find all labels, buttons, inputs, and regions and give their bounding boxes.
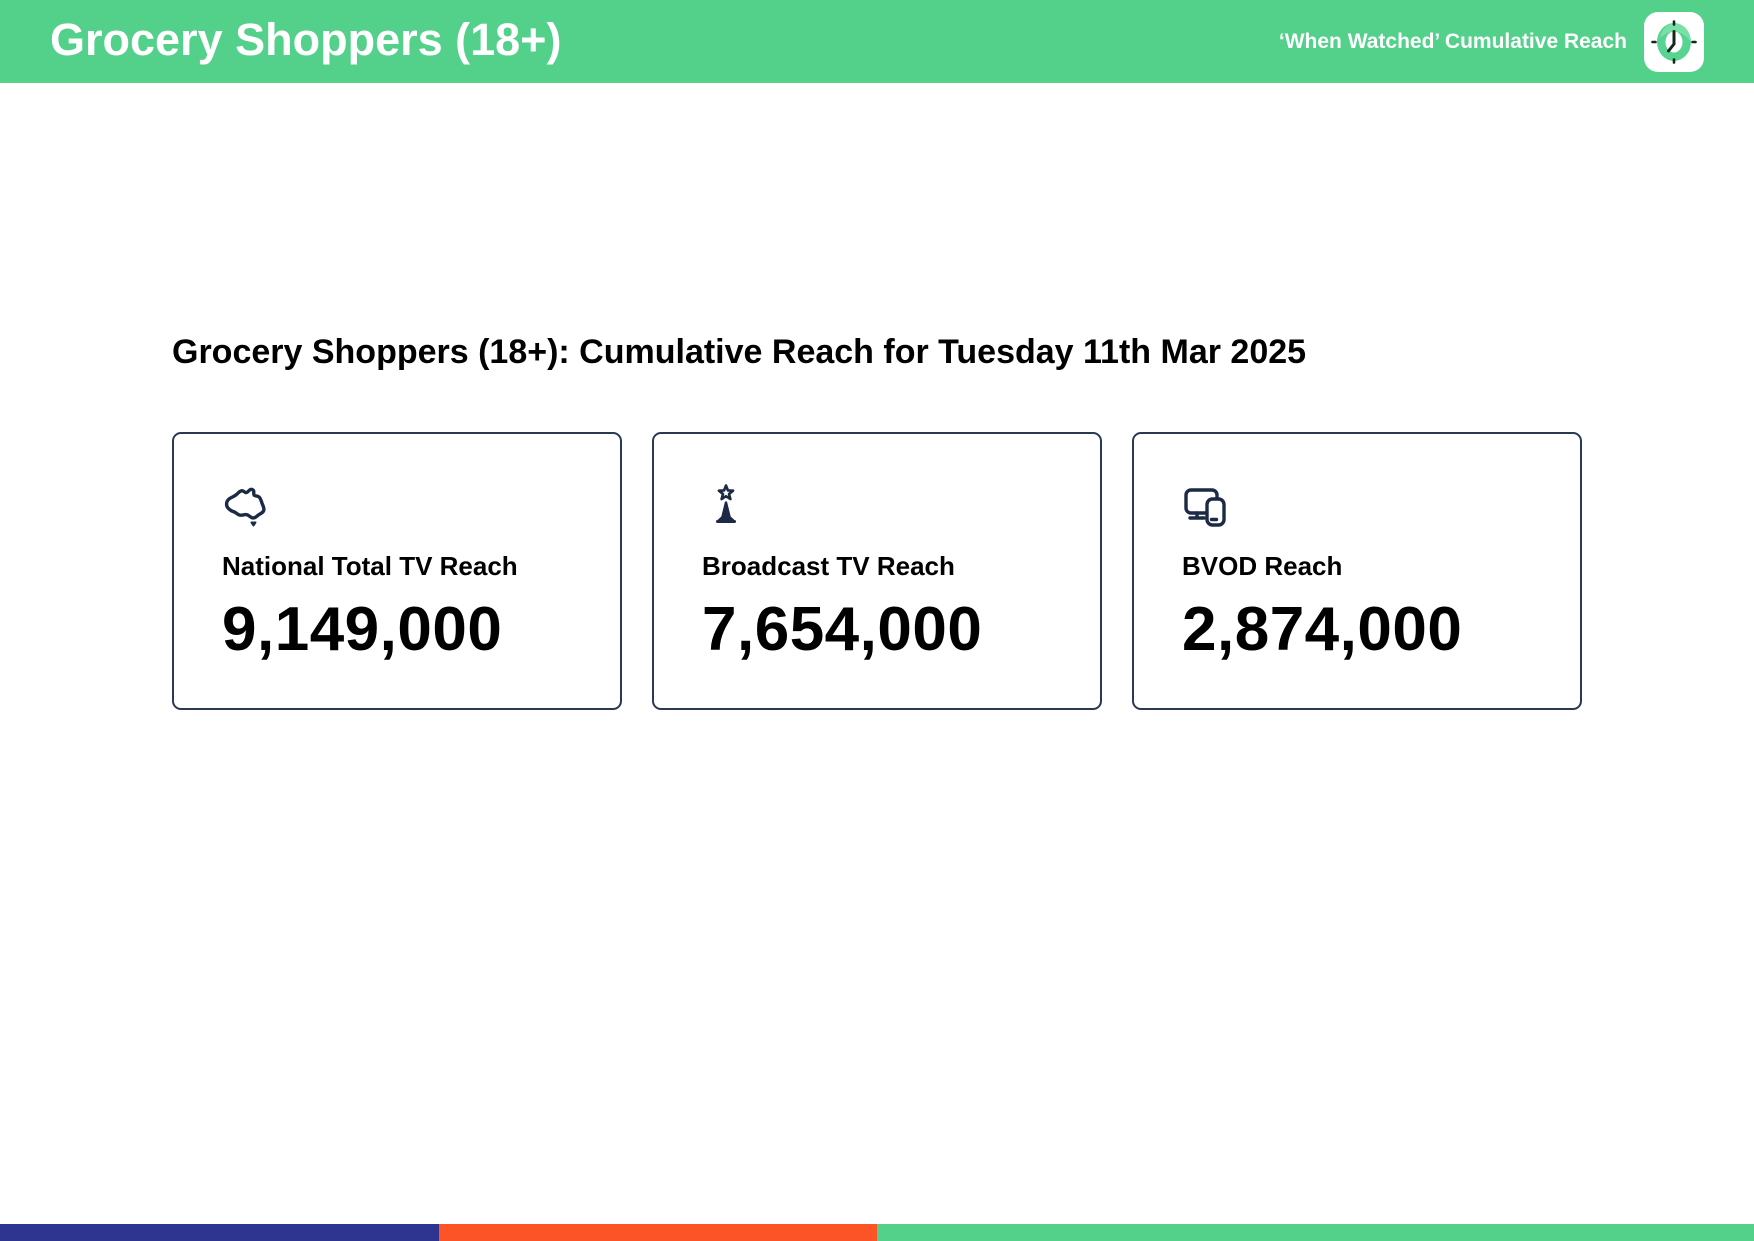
kpi-label: BVOD Reach: [1182, 551, 1343, 581]
kpi-card-national-total-tv: National Total TV Reach 9,149,000: [172, 432, 622, 710]
kpi-cards-row: National Total TV Reach 9,149,000 Broadc…: [172, 432, 1582, 710]
kpi-value: 7,654,000: [702, 594, 983, 664]
clock-icon: [1651, 19, 1697, 64]
kpi-label: National Total TV Reach: [222, 551, 518, 581]
tv-and-phone-icon: [1184, 488, 1226, 527]
stripe-segment-orange: [438, 1224, 877, 1241]
kpi-label: Broadcast TV Reach: [702, 551, 955, 581]
report-heading: Grocery Shoppers (18+): Cumulative Reach…: [172, 333, 1307, 371]
main-content: Grocery Shoppers (18+): Cumulative Reach…: [172, 83, 1582, 710]
stripe-segment-green: [877, 1224, 1754, 1241]
kpi-card-broadcast-tv: Broadcast TV Reach 7,654,000: [652, 432, 1102, 710]
kpi-card-bvod: BVOD Reach 2,874,000: [1132, 432, 1582, 710]
page-title: Grocery Shoppers (18+): [50, 14, 562, 65]
broadcast-tower-icon: [716, 484, 736, 523]
kpi-value: 9,149,000: [222, 594, 503, 664]
kpi-value: 2,874,000: [1182, 594, 1463, 664]
australia-map-icon: [224, 487, 266, 527]
stripe-segment-blue: [0, 1224, 439, 1241]
report-subtitle: ‘When Watched’ Cumulative Reach: [1278, 29, 1627, 53]
footer-color-stripe: [0, 1224, 1754, 1241]
header-right-group: ‘When Watched’ Cumulative Reach: [1278, 11, 1704, 72]
app-logo: [1644, 11, 1704, 72]
app-header: Grocery Shoppers (18+) ‘When Watched’ Cu…: [0, 0, 1754, 83]
